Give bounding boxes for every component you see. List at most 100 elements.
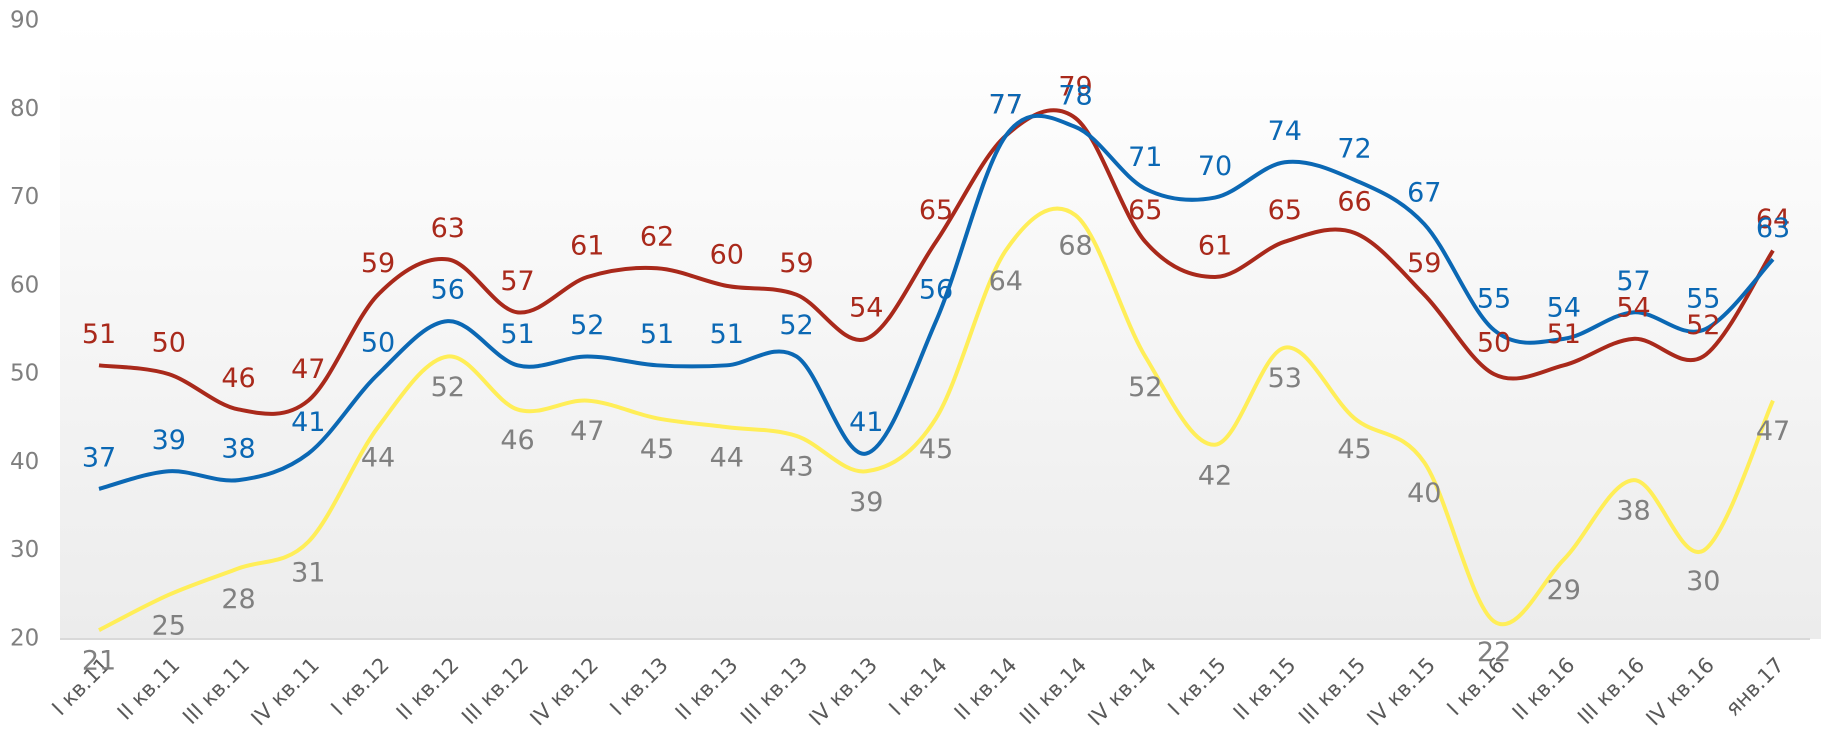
data-label: 51 — [82, 319, 116, 350]
x-tick-label: II кв.11 — [113, 653, 185, 725]
data-label: 52 — [570, 310, 604, 341]
data-label: 31 — [291, 557, 325, 588]
data-label: 47 — [1756, 416, 1790, 447]
x-tick-label: I кв.14 — [884, 653, 951, 720]
data-label: 61 — [1198, 231, 1232, 262]
data-label: 77 — [989, 89, 1023, 120]
data-label: 70 — [1198, 151, 1232, 182]
data-label: 55 — [1686, 284, 1720, 315]
data-label: 51 — [710, 319, 744, 350]
data-label: 46 — [221, 363, 255, 394]
data-label: 57 — [1616, 266, 1650, 297]
data-label: 40 — [1407, 478, 1441, 509]
data-label: 42 — [1198, 460, 1232, 491]
x-tick-label: III кв.16 — [1573, 653, 1649, 729]
data-label: 66 — [1337, 186, 1371, 217]
data-label: 51 — [500, 319, 534, 350]
data-label: 45 — [919, 434, 953, 465]
data-label: 50 — [152, 328, 186, 359]
data-label: 63 — [1756, 213, 1790, 244]
y-tick-label: 40 — [10, 449, 39, 475]
data-label: 50 — [1477, 328, 1511, 359]
data-label: 61 — [570, 231, 604, 262]
data-label: 54 — [1547, 292, 1581, 323]
data-label: 56 — [431, 275, 465, 306]
data-label: 39 — [849, 487, 883, 518]
data-label: 59 — [1407, 248, 1441, 279]
data-label: 38 — [221, 434, 255, 465]
data-label: 79 — [1058, 72, 1092, 103]
data-label: 72 — [1337, 133, 1371, 164]
data-label: 43 — [779, 451, 813, 482]
data-label: 65 — [1268, 195, 1302, 226]
data-label: 21 — [82, 646, 116, 677]
y-tick-label: 90 — [10, 8, 39, 34]
y-tick-label: 20 — [10, 626, 39, 652]
x-tick-label: III кв.14 — [1015, 653, 1091, 729]
data-label: 41 — [291, 407, 325, 438]
data-label: 44 — [361, 443, 395, 474]
data-label: 64 — [1756, 204, 1790, 235]
data-label: 45 — [1337, 434, 1371, 465]
data-label: 44 — [710, 443, 744, 474]
series-line — [98, 108, 1775, 416]
data-label: 52 — [431, 372, 465, 403]
series-line — [98, 206, 1775, 632]
data-label: 67 — [1407, 178, 1441, 209]
data-label: 46 — [500, 425, 534, 456]
data-label: 54 — [849, 292, 883, 323]
x-tick-label: II кв.13 — [671, 653, 743, 725]
data-label: 65 — [1128, 195, 1162, 226]
x-tick-label: IV кв.11 — [246, 653, 324, 731]
data-label: 54 — [1616, 292, 1650, 323]
y-tick-label: 80 — [10, 96, 39, 122]
data-label: 38 — [1616, 496, 1650, 527]
data-label: 22 — [1477, 637, 1511, 668]
x-tick-label: III кв.13 — [736, 653, 812, 729]
data-label: 52 — [1686, 310, 1720, 341]
x-tick-label: I кв.12 — [326, 653, 393, 720]
data-label: 78 — [1058, 80, 1092, 111]
data-label: 47 — [291, 354, 325, 385]
data-label: 57 — [500, 266, 534, 297]
x-tick-label: II кв.15 — [1229, 653, 1301, 725]
data-label: 62 — [640, 222, 674, 253]
data-label: 64 — [989, 266, 1023, 297]
data-label: 63 — [431, 213, 465, 244]
x-tick-label: IV кв.12 — [525, 653, 603, 731]
data-label: 60 — [710, 239, 744, 270]
x-tick-label: III кв.12 — [457, 653, 533, 729]
data-label: 47 — [570, 416, 604, 447]
data-label: 59 — [361, 248, 395, 279]
data-label: 52 — [1128, 372, 1162, 403]
x-tick-label: I кв.13 — [605, 653, 672, 720]
x-tick-label: IV кв.13 — [804, 653, 882, 731]
data-label: 74 — [1268, 116, 1302, 147]
data-label: 25 — [152, 610, 186, 641]
data-label: 50 — [361, 328, 395, 359]
data-label: 39 — [152, 425, 186, 456]
x-tick-label: янв.17 — [1721, 653, 1789, 721]
y-tick-label: 60 — [10, 272, 39, 298]
x-tick-label: IV кв.15 — [1362, 653, 1440, 731]
data-label: 56 — [919, 275, 953, 306]
y-tick-label: 70 — [10, 184, 39, 210]
x-tick-label: II кв.16 — [1508, 653, 1580, 725]
x-tick-label: III кв.15 — [1294, 653, 1370, 729]
data-label: 55 — [1477, 284, 1511, 315]
data-label: 51 — [1547, 319, 1581, 350]
data-label: 52 — [779, 310, 813, 341]
data-label: 68 — [1058, 231, 1092, 262]
data-label: 30 — [1686, 566, 1720, 597]
x-tick-label: IV кв.16 — [1641, 653, 1719, 731]
y-tick-label: 30 — [10, 537, 39, 563]
data-label: 41 — [849, 407, 883, 438]
x-tick-label: I кв.15 — [1163, 653, 1230, 720]
x-tick-label: III кв.11 — [178, 653, 254, 729]
data-label: 37 — [82, 442, 116, 473]
x-tick-label: IV кв.14 — [1083, 653, 1161, 731]
series-line — [98, 113, 1775, 491]
data-label: 53 — [1268, 363, 1302, 394]
y-tick-label: 50 — [10, 361, 39, 387]
